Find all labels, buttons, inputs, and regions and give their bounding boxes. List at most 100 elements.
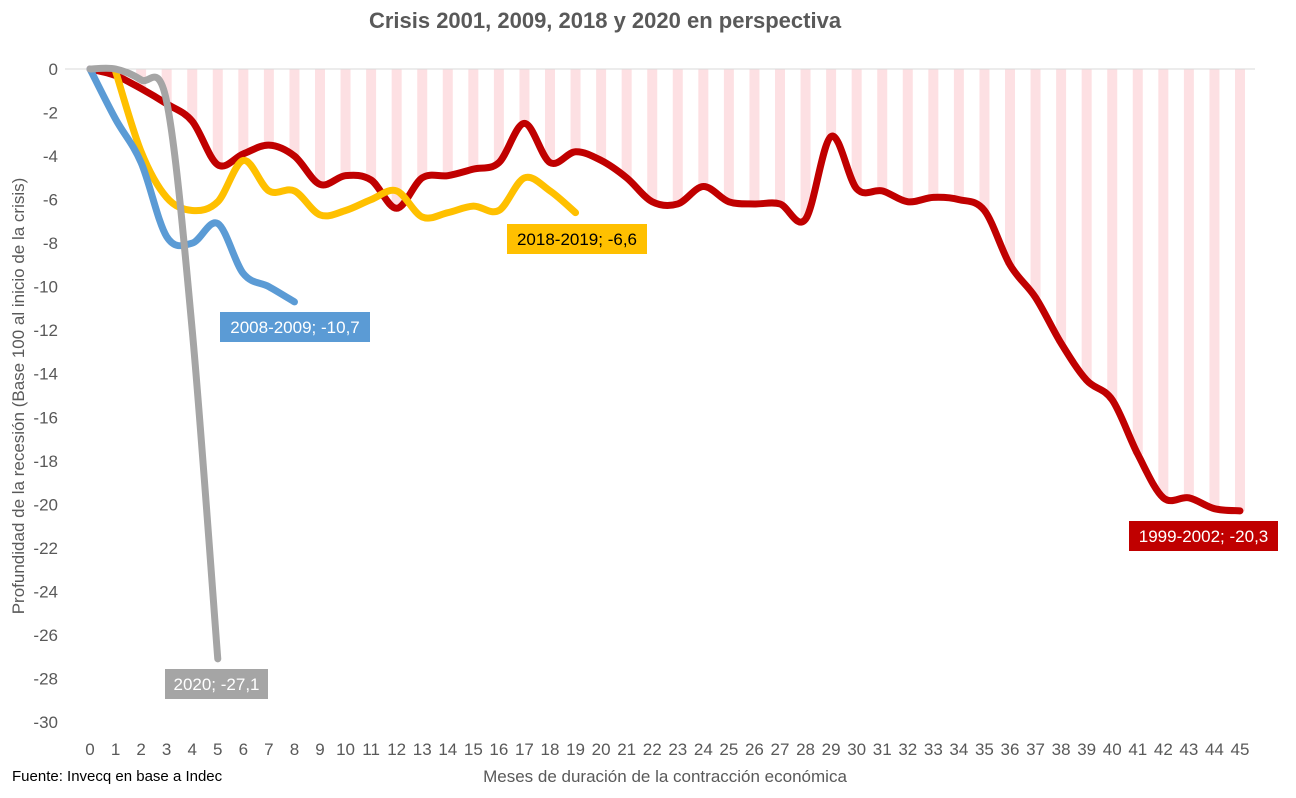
- background-bar: [826, 69, 837, 137]
- x-tick-label: 34: [949, 740, 968, 759]
- y-tick-label: -26: [33, 626, 58, 645]
- y-tick-label: -4: [43, 147, 58, 166]
- x-tick-label: 24: [694, 740, 713, 759]
- background-bar: [1235, 69, 1245, 511]
- background-bar: [238, 69, 249, 154]
- y-tick-label: -24: [33, 582, 58, 601]
- y-tick-label: -28: [33, 669, 58, 688]
- x-tick-label: 39: [1077, 740, 1096, 759]
- background-bar: [775, 69, 785, 204]
- y-tick-label: -6: [43, 191, 58, 210]
- x-tick-label: 11: [362, 740, 380, 759]
- x-tick-label: 15: [464, 740, 483, 759]
- background-bar: [391, 69, 402, 209]
- series-line-2018-2019: [112, 67, 580, 222]
- y-tick-label: 0: [49, 60, 58, 79]
- x-tick-label: 14: [438, 740, 457, 759]
- y-axis-ticks: 0 -2 -4 -6 -8 -10 -12 -14 -16 -18 -20 -22 -24 -26 -28 -…: [33, 60, 58, 732]
- background-bar: [468, 69, 479, 170]
- background-bar: [212, 69, 223, 165]
- background-bar: [442, 69, 453, 176]
- background-bar: [366, 69, 377, 181]
- x-tick-label: 19: [566, 740, 585, 759]
- x-tick-label: 30: [847, 740, 866, 759]
- background-bar: [1183, 69, 1194, 498]
- background-bar: [698, 69, 709, 187]
- x-tick-label: 20: [592, 740, 611, 759]
- background-bar: [800, 69, 811, 220]
- series-label-text: 2020; -27,1: [173, 675, 259, 694]
- series-lines: [86, 64, 1244, 663]
- background-bar: [621, 69, 632, 178]
- background-bar: [519, 69, 530, 124]
- y-tick-label: -22: [33, 539, 58, 558]
- x-tick-label: 37: [1026, 740, 1045, 759]
- x-tick-label: 43: [1179, 740, 1198, 759]
- x-tick-label: 17: [515, 740, 534, 759]
- x-tick-label: 29: [822, 740, 841, 759]
- x-tick-label: 8: [290, 740, 299, 759]
- x-tick-label: 38: [1052, 740, 1071, 759]
- x-tick-label: 27: [771, 740, 790, 759]
- y-tick-label: -18: [33, 452, 58, 471]
- series-labels: 1999-2002; -20,3 2008-2009; -10,7 2018-201…: [165, 224, 1278, 699]
- background-bar: [1056, 69, 1067, 344]
- background-bar: [1132, 69, 1143, 455]
- series-line-2020: [86, 64, 222, 663]
- x-tick-label: 9: [315, 740, 324, 759]
- x-tick-label: 13: [413, 740, 432, 759]
- y-axis-title: Profundidad de la recesión (Base 100 al …: [9, 178, 28, 615]
- x-tick-label: 6: [239, 740, 248, 759]
- x-tick-label: 0: [85, 740, 94, 759]
- x-tick-label: 22: [643, 740, 662, 759]
- x-tick-label: 12: [387, 740, 406, 759]
- background-bar: [340, 69, 351, 176]
- background-bar: [596, 69, 607, 161]
- background-bar: [1005, 69, 1015, 265]
- series-label-2008-2009: 2008-2009; -10,7: [220, 312, 370, 342]
- series-label-text: 1999-2002; -20,3: [1139, 527, 1269, 546]
- y-tick-label: -8: [43, 234, 58, 253]
- background-bar: [928, 69, 939, 198]
- series-label-text: 2018-2019; -6,6: [517, 230, 637, 249]
- x-tick-label: 41: [1128, 740, 1147, 759]
- background-bar: [647, 69, 658, 202]
- series-line-2008-2009: [86, 65, 298, 306]
- series-label-box: [165, 669, 268, 699]
- background-bar: [161, 69, 172, 104]
- background-bar: [953, 69, 964, 200]
- background-bar: [263, 69, 274, 146]
- x-tick-label: 3: [162, 740, 171, 759]
- x-tick-label: 1: [111, 740, 120, 759]
- x-tick-label: 26: [745, 740, 764, 759]
- x-tick-label: 5: [213, 740, 222, 759]
- background-bar: [493, 69, 504, 163]
- y-tick-label: -16: [33, 408, 58, 427]
- x-tick-label: 35: [975, 740, 994, 759]
- x-tick-label: 25: [719, 740, 738, 759]
- y-tick-label: -10: [33, 278, 58, 297]
- x-tick-label: 44: [1205, 740, 1224, 759]
- x-tick-label: 23: [668, 740, 687, 759]
- y-tick-label: -20: [33, 495, 58, 514]
- source-note: Fuente: Invecq en base a Indec: [12, 768, 223, 785]
- x-tick-label: 10: [336, 740, 355, 759]
- background-bar: [417, 69, 428, 178]
- x-tick-label: 21: [617, 740, 636, 759]
- x-tick-label: 42: [1154, 740, 1173, 759]
- y-tick-label: -2: [43, 104, 58, 123]
- y-tick-label: -14: [33, 365, 58, 384]
- x-tick-label: 18: [541, 740, 560, 759]
- series-label-box: [1129, 521, 1278, 551]
- x-tick-label: 40: [1103, 740, 1122, 759]
- x-tick-label: 28: [796, 740, 815, 759]
- x-tick-label: 16: [489, 740, 508, 759]
- series-line-1999-2002: [86, 65, 1244, 515]
- background-bar: [289, 69, 300, 157]
- x-tick-label: 33: [924, 740, 943, 759]
- background-bar: [851, 69, 862, 189]
- background-bar: [672, 69, 683, 204]
- background-bar: [1107, 69, 1118, 400]
- series-label-2018-2019: 2018-2019; -6,6: [507, 224, 647, 254]
